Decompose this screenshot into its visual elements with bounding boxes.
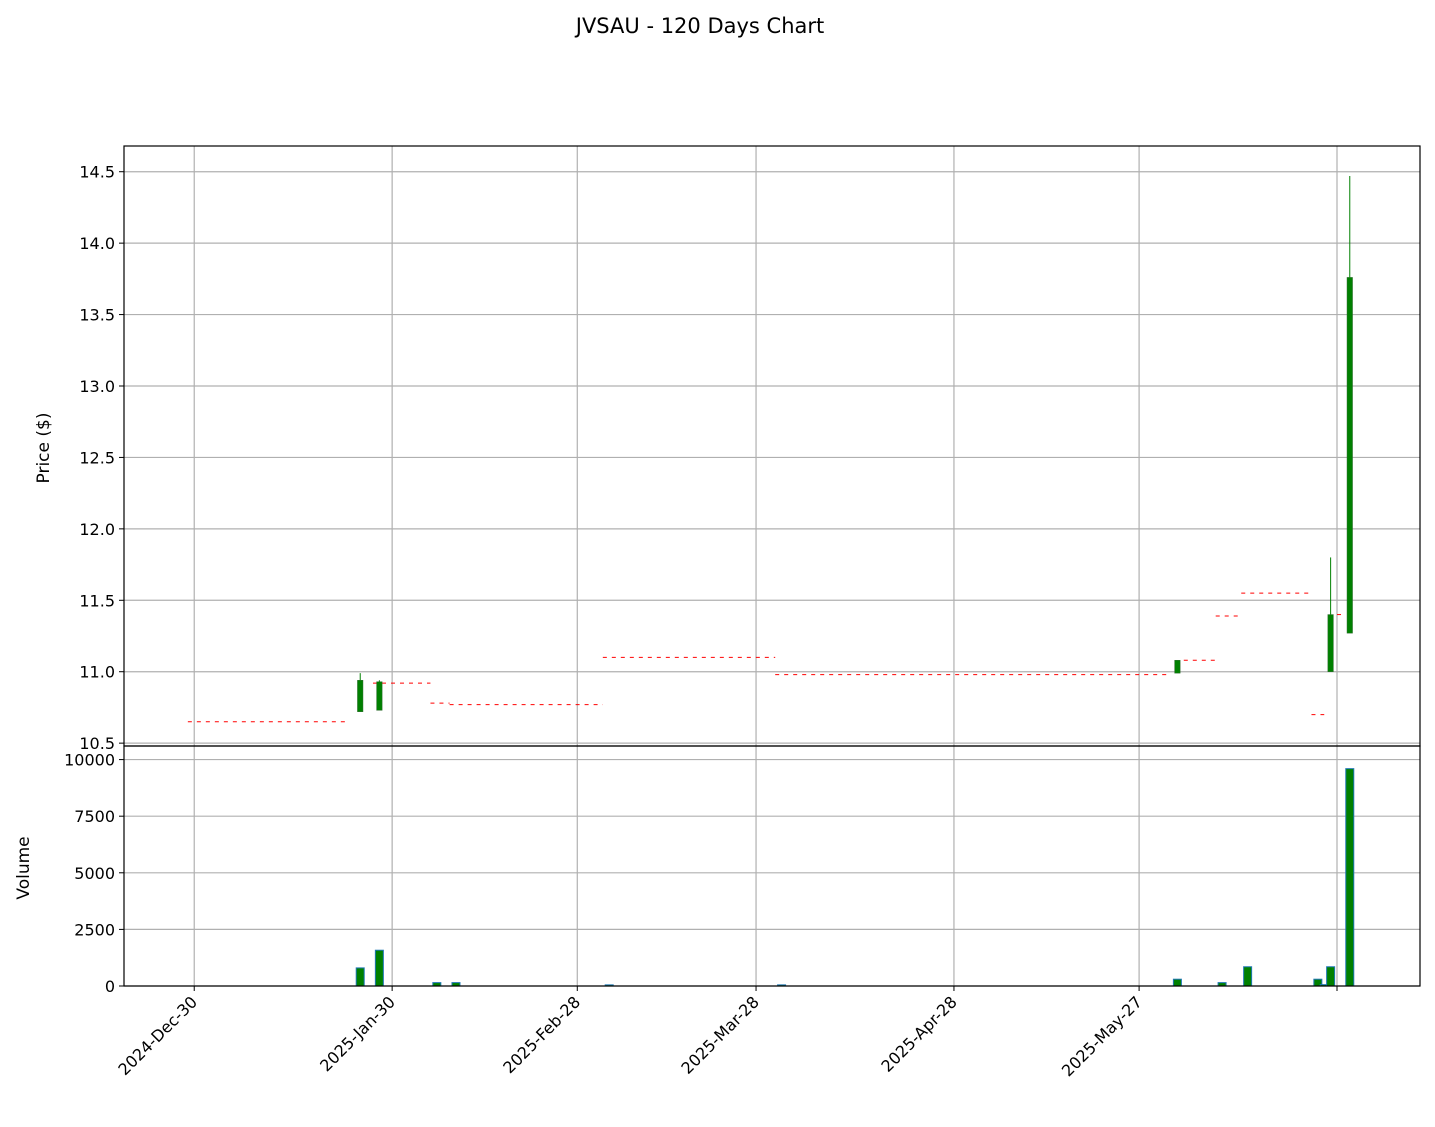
volume-y-tick-label: 0 [105,977,115,996]
candles [357,176,1353,712]
reference-lines [187,592,1344,723]
x-tick-label: 2025-Mar-28 [677,992,762,1077]
price-panel-frame [123,145,1421,747]
volume-bar [1243,966,1253,987]
volume-bar [1345,768,1355,987]
price-grid [124,146,1420,746]
chart-title: JVSAU - 120 Days Chart [574,14,825,38]
volume-axis-label: Volume [14,836,34,899]
volume-bars [355,768,1355,987]
candle-body [357,680,364,712]
x-tick-label: 2024-Dec-30 [114,992,201,1079]
x-axis: 2024-Dec-30 2025-Jan-30 2025-Feb-28 2025-Ma… [114,986,1338,1080]
price-y-tick-label: 12.5 [79,448,115,467]
volume-bar [355,967,365,987]
x-tick-label: 2025-Feb-28 [499,992,584,1077]
volume-bar [374,949,384,987]
price-y-tick-label: 14.0 [79,234,115,253]
volume-y-tick-label: 5000 [74,864,115,883]
price-y-axis: 10.5 11.0 11.5 12.0 12.5 13.0 13.5 14.0 14.5 [79,163,124,753]
price-y-tick-label: 11.5 [79,591,115,610]
candle-body [376,681,383,711]
volume-bar [1172,978,1182,987]
volume-y-tick-label: 7500 [74,807,115,826]
price-y-tick-label: 12.0 [79,520,115,539]
price-y-tick-label: 13.0 [79,377,115,396]
price-axis-label: Price ($) [34,413,54,484]
volume-panel-frame [123,745,1421,987]
x-tick-label: 2025-May-27 [1058,992,1146,1080]
price-y-tick-label: 13.5 [79,306,115,325]
volume-bar [1326,966,1336,987]
volume-y-axis: 0 2500 5000 7500 10000 [64,751,124,996]
volume-y-tick-label: 2500 [74,920,115,939]
candle-body [1174,660,1181,674]
x-tick-label: 2025-Jan-30 [316,992,399,1075]
x-tick-label: 2025-Apr-28 [877,992,960,1075]
price-y-tick-label: 14.5 [79,163,115,182]
candle-body [1327,614,1334,672]
price-y-tick-label: 10.5 [79,734,115,753]
candle-body [1346,277,1353,634]
volume-y-tick-label: 10000 [64,751,115,770]
price-y-tick-label: 11.0 [79,663,115,682]
volume-grid [124,746,1420,987]
